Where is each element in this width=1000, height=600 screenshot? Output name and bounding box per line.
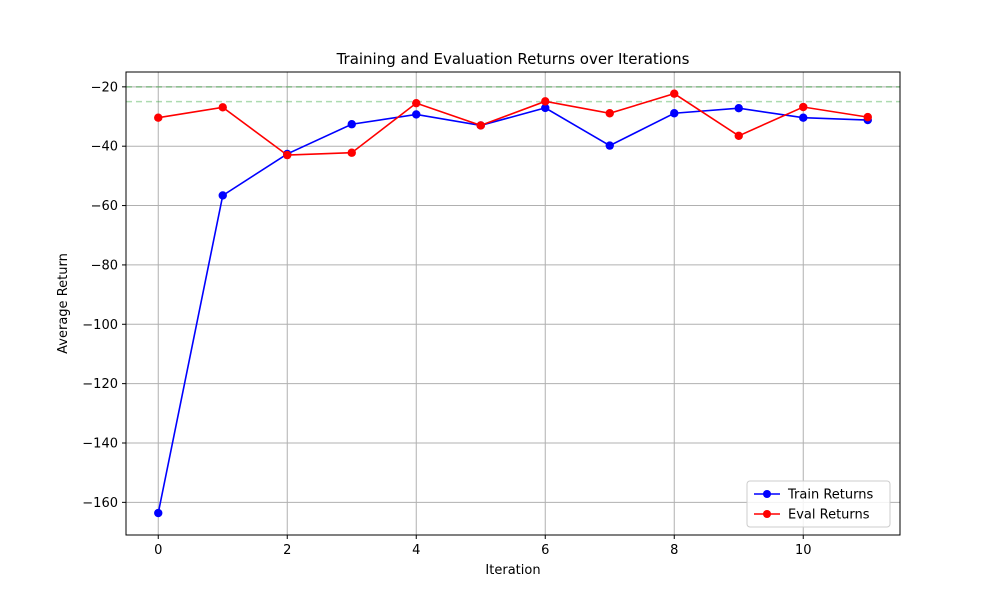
x-tick-label: 2 [283,543,291,558]
y-tick-label: −160 [82,496,118,511]
data-point-eval-returns [734,131,743,141]
data-point-eval-returns [347,148,356,157]
data-point-eval-returns [218,103,227,112]
y-tick-label: −40 [91,140,118,155]
data-point-eval-returns [863,112,872,122]
x-tick-label: 8 [670,543,678,558]
data-point-train-returns [541,103,550,113]
plot-frame [125,71,901,536]
data-point-train-returns [799,113,808,122]
legend-marker-train [763,490,771,498]
data-point-eval-returns [670,89,679,98]
y-tick-label: −120 [82,377,118,392]
data-point-eval-returns [541,97,550,106]
x-tick-label: 10 [795,543,812,558]
y-tick-label: −140 [82,436,118,451]
y-tick-label: −60 [91,199,118,214]
x-tick-label: 0 [154,543,162,558]
data-point-train-returns [347,120,356,129]
legend: Train Returns Eval Returns [746,480,891,528]
y-tick-label: −100 [82,318,118,333]
data-point-train-returns [218,191,227,200]
legend-label-train: Train Returns [787,488,873,503]
y-tick-label: −20 [91,80,118,95]
reference-lines [126,86,900,103]
data-point-eval-returns [476,121,485,130]
data-point-train-returns [412,110,421,119]
y-axis-title: Average Return [56,253,71,354]
data-point-eval-returns [154,113,163,122]
data-point-eval-returns [283,150,292,160]
axis-ticks: 0 2 4 6 8 10 −160 −140 −120 −100 −80 −60 −40 −20 [82,80,811,558]
data-point-eval-returns [799,102,808,112]
data-point-eval-returns [605,109,614,118]
chart-title: Training and Evaluation Returns over Ite… [336,50,690,68]
data-point-train-returns [670,109,679,118]
x-tick-label: 4 [412,543,420,558]
series-line-eval-returns [158,92,868,156]
x-axis-title: Iteration [485,563,540,578]
legend-box [746,480,891,528]
data-point-train-returns [734,104,743,113]
x-tick-label: 6 [541,543,549,558]
data-point-train-returns [605,141,614,150]
data-point-train-returns [154,508,163,518]
legend-marker-eval [763,510,771,518]
series-line-train-returns [157,107,868,514]
legend-label-eval: Eval Returns [788,508,870,523]
data-point-eval-returns [412,98,421,108]
grid [126,72,900,535]
series-layer [154,89,872,518]
y-tick-label: −80 [91,258,118,273]
